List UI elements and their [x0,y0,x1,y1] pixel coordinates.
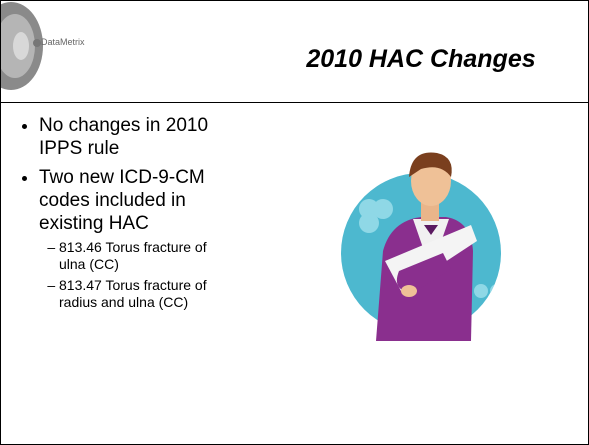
slide: DataMetrix 2010 HAC Changes No changes i… [0,0,589,445]
sub-bullet: 813.47 Torus fracture of radius and ulna… [59,277,229,311]
bullet-text: No changes in 2010 IPPS rule [39,115,208,159]
logo-text: DataMetrix [41,37,85,47]
sub-bullet-text: 813.46 Torus fracture of ulna (CC) [59,239,207,272]
header-rule [1,102,588,103]
logo-graphic [1,1,61,96]
sub-list: 813.46 Torus fracture of ulna (CC) 813.4… [39,239,229,311]
bullet-list: No changes in 2010 IPPS rule Two new ICD… [21,114,229,317]
bullet: No changes in 2010 IPPS rule [39,114,229,160]
bullet-text: Two new ICD-9-CM codes included in exist… [39,167,205,234]
illustration [321,141,521,341]
slide-title: 2010 HAC Changes [271,45,571,74]
sub-bullet: 813.46 Torus fracture of ulna (CC) [59,239,229,273]
bullet: Two new ICD-9-CM codes included in exist… [39,166,229,311]
sub-bullet-text: 813.47 Torus fracture of radius and ulna… [59,277,207,310]
